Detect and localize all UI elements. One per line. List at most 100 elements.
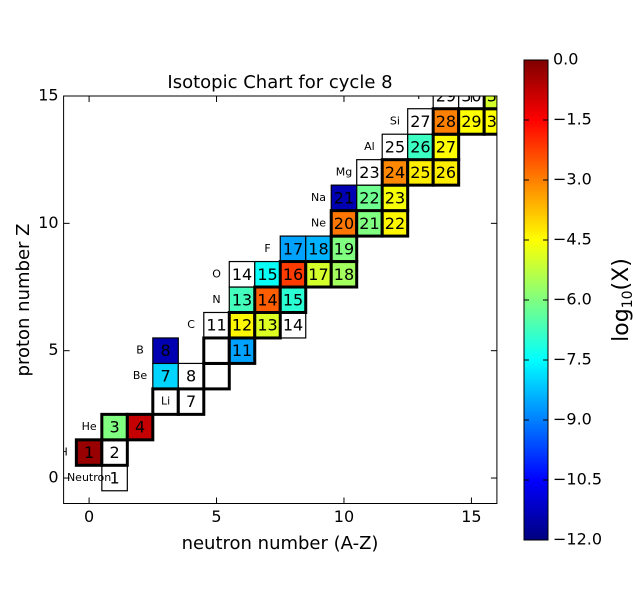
cell-label: 25 [410, 163, 430, 182]
cell-label: 23 [359, 163, 379, 182]
x-tick-label: 10 [334, 507, 354, 526]
colorbar-tick-label: 0.0 [553, 50, 578, 69]
stable-cell [431, 132, 461, 162]
cell [407, 133, 434, 161]
colorbar-tick-label: −3.0 [553, 170, 592, 189]
colorbar-label-base: log [609, 308, 634, 342]
cell-label: 3 [109, 418, 119, 437]
stable-cell [380, 183, 410, 213]
y-axis-label: proton number Z [13, 224, 34, 377]
cell [330, 184, 358, 212]
stable-cell [406, 158, 435, 187]
stable-cell [329, 209, 359, 238]
element-label: P [417, 89, 424, 102]
y-tick-label: 5 [48, 340, 58, 359]
cell [177, 362, 205, 390]
colorbar-tick-label: −7.5 [553, 350, 592, 369]
element-label: H [59, 446, 67, 459]
cell-label: 13 [257, 316, 277, 335]
cell [228, 260, 256, 288]
stable-cell [125, 412, 155, 442]
colorbar-label-rest: (X) [609, 258, 634, 290]
cell-label: 2 [109, 443, 119, 462]
element-label: F [264, 242, 270, 255]
cell-label: 26 [436, 163, 456, 182]
cell-label: 18 [308, 239, 328, 258]
colorbar: 0.0 −1.5 −3.0 −4.5 −6.0 −7.5 −9.0 −10.5 −12.0 [523, 50, 602, 549]
element-label: C [187, 318, 195, 331]
cell [356, 159, 383, 186]
colorbar-tick-label: −1.5 [553, 110, 592, 129]
x-tick-label: 0 [84, 507, 94, 526]
cell-label: 11 [206, 316, 226, 335]
cell-label: 17 [283, 239, 303, 258]
cell-label: 29 [461, 112, 481, 131]
colorbar-tick-label: −6.0 [553, 290, 592, 309]
cell-label: 29 [436, 87, 456, 106]
cell [381, 133, 409, 161]
element-label: B [136, 344, 144, 357]
axes: 0 5 10 15 0 5 10 15 [38, 86, 497, 526]
cell-label: 1 [84, 443, 94, 462]
cell-label: 8 [186, 367, 196, 386]
cell-label: 15 [283, 290, 303, 309]
y-tick-label: 15 [38, 86, 58, 105]
element-label: Mg [336, 165, 352, 178]
axes-frame [63, 95, 498, 504]
cell-label: 30 [487, 112, 507, 131]
cell [279, 311, 307, 339]
cell-label: 28 [436, 112, 456, 131]
x-axis-label: neutron number (A-Z) [182, 533, 379, 554]
element-label: N [212, 293, 220, 306]
cell-label: 15 [257, 265, 277, 284]
stable-cell [253, 310, 282, 340]
colorbar-label: log10(X) [609, 258, 636, 342]
stable-cell [176, 387, 206, 416]
cell-label: 18 [334, 265, 354, 284]
cell-label: 27 [436, 137, 456, 156]
cell-label: 1 [109, 469, 119, 488]
cell-label: 16 [283, 265, 303, 284]
cell-label: 19 [334, 239, 354, 258]
cell-label: 8 [160, 341, 170, 360]
cell [152, 337, 179, 365]
cell-label: 22 [385, 214, 405, 233]
cell-label: 25 [385, 137, 405, 156]
cell-label: 26 [410, 137, 430, 156]
cell-label: 21 [359, 214, 379, 233]
element-label: He [82, 420, 97, 433]
cell-label: 11 [232, 341, 252, 360]
cell-label: 21 [334, 188, 354, 207]
cell-label: 14 [257, 290, 277, 309]
element-label: Al [364, 140, 375, 153]
cell [279, 235, 307, 263]
cell-label: 7 [186, 392, 196, 411]
element-label: Ne [311, 216, 326, 229]
cell-label: 20 [334, 214, 354, 233]
cell-label: 7 [160, 367, 170, 386]
element-label: Si [390, 114, 400, 127]
element-label: Be [133, 369, 148, 382]
x-tick-label: 5 [211, 507, 221, 526]
element-label: Na [311, 191, 326, 204]
cell-label: 13 [232, 290, 252, 309]
cell-label: 14 [283, 316, 303, 335]
x-tick-label: 15 [461, 507, 481, 526]
colorbar-tick-label: −9.0 [553, 410, 592, 429]
stable-cell [482, 96, 497, 111]
element-label: Li [161, 395, 170, 408]
colorbar-label-sub: 10 [620, 290, 636, 308]
cell [101, 464, 128, 492]
cell-label: 17 [308, 265, 328, 284]
cell-label: 14 [232, 265, 252, 284]
cell-label: 27 [410, 112, 430, 131]
stable-cell [202, 336, 231, 365]
cell-label: 31 [487, 87, 507, 106]
element-label: Neutron [67, 471, 111, 484]
y-tick-label: 0 [48, 468, 58, 487]
cell-label: 23 [385, 188, 405, 207]
y-tick-label: 10 [38, 213, 58, 232]
cell [407, 108, 434, 135]
